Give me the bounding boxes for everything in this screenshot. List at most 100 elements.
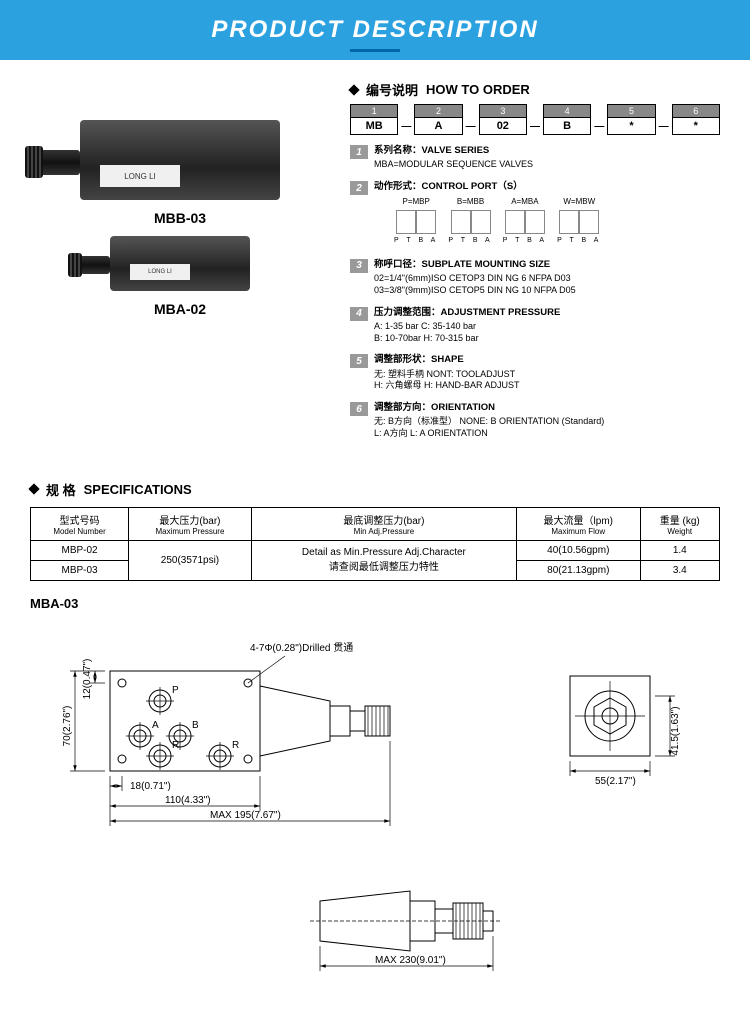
cell-wt: 3.4 (640, 560, 719, 580)
code-box: 1MB (350, 104, 398, 135)
order-items-list: 1 系列名称：VALVE SERIESMBA=MODULAR SEQUENCE … (350, 145, 720, 440)
specs-th: 最大流量（lpm)Maximum Flow (517, 507, 641, 540)
code-box: 4B (543, 104, 591, 135)
order-item-text: 称呼口径：SUBPLATE MOUNTING SIZE 02=1/4"(6mm)I… (374, 259, 720, 297)
valve-brand-label: LONG LI (130, 264, 190, 280)
cell-flow: 40(10.56gpm) (517, 540, 641, 560)
order-item-num: 2 (350, 181, 368, 195)
port-box-icon (559, 210, 599, 234)
code-val: * (673, 118, 719, 134)
product-images: LONG LI MBB-03 LONG LI MBA-02 (30, 80, 330, 450)
page-title: PRODUCT DESCRIPTION (211, 16, 538, 44)
code-box: 6* (672, 104, 720, 135)
code-num: 4 (544, 105, 590, 118)
port-diagrams: P=MBP P T B A B=MBB P T B A A=MBA P T B … (394, 197, 720, 244)
product-image-1: LONG LI MBB-03 (30, 120, 330, 226)
order-item: 2 动作形式：CONTROL PORT（S） P=MBP P T B A B=M… (350, 181, 720, 249)
product-image-2: LONG LI MBA-02 (30, 236, 330, 317)
code-num: 1 (351, 105, 397, 118)
howto-header: 编号说明 HOW TO ORDER (350, 80, 720, 99)
specs-th: 重量 (kg)Weight (640, 507, 719, 540)
code-val: * (608, 118, 654, 134)
howto-title-cn: 编号说明 (366, 80, 418, 99)
port-top-label: P=MBP (394, 197, 438, 207)
order-item: 6 调整部方向：ORIENTATION 无: B方向（标准型） NONE: B O… (350, 402, 720, 440)
svg-text:R: R (232, 740, 239, 751)
code-dash: — (591, 121, 607, 135)
svg-text:70(2.76"): 70(2.76") (62, 705, 73, 746)
drawing-svg: PABRR4-7Φ(0.28")Drilled 贯通70(2.76")12(0.… (30, 621, 720, 981)
svg-text:18(0.71"): 18(0.71") (130, 781, 171, 792)
order-item-title: 系列名称：VALVE SERIES (374, 145, 720, 157)
header-banner: PRODUCT DESCRIPTION (0, 0, 750, 60)
order-item-num: 6 (350, 402, 368, 416)
code-box: 5* (607, 104, 655, 135)
port-bottom-labels: P T B A (557, 236, 601, 245)
order-item-title: 调整部方向：ORIENTATION (374, 402, 720, 414)
diamond-icon (28, 484, 39, 495)
top-section: LONG LI MBB-03 LONG LI MBA-02 编号说明 HOW T… (30, 80, 720, 450)
product-caption-2: MBA-02 (30, 301, 330, 317)
order-item-text: 动作形式：CONTROL PORT（S） P=MBP P T B A B=MBB… (374, 181, 720, 249)
cell-flow: 80(21.13gpm) (517, 560, 641, 580)
code-dash: — (656, 121, 672, 135)
specs-row: MBP-02 250(3571psi) Detail as Min.Pressu… (31, 540, 720, 560)
svg-text:A: A (152, 720, 159, 731)
code-box-row: 1MB—2A—302—4B—5*—6* (350, 104, 720, 135)
order-item-body: 无: 塑料手柄 NONT: TOOLADJUST H: 六角螺母 H: HAND… (374, 369, 720, 392)
svg-text:B: B (192, 720, 199, 731)
valve-illustration-2: LONG LI (110, 236, 250, 291)
port-top-label: A=MBA (503, 197, 547, 207)
port-bottom-labels: P T B A (503, 236, 547, 245)
cell-maxp: 250(3571psi) (129, 540, 252, 580)
code-num: 5 (608, 105, 654, 118)
how-to-order-section: 编号说明 HOW TO ORDER 1MB—2A—302—4B—5*—6* 1 … (350, 80, 720, 450)
specs-th: 型式号码Model Number (31, 507, 129, 540)
svg-text:110(4.33"): 110(4.33") (165, 795, 211, 806)
code-val: A (415, 118, 461, 134)
svg-text:R: R (172, 740, 179, 751)
cell-model: MBP-02 (31, 540, 129, 560)
cell-wt: 1.4 (640, 540, 719, 560)
code-num: 3 (480, 105, 526, 118)
specs-header-row: 型式号码Model Number最大压力(bar)Maximum Pressur… (31, 507, 720, 540)
order-item-body: 02=1/4"(6mm)ISO CETOP3 DIN NG 6 NFPA D03… (374, 273, 720, 296)
svg-text:41.5(1.63"): 41.5(1.63") (670, 706, 681, 755)
order-item: 3 称呼口径：SUBPLATE MOUNTING SIZE02=1/4"(6mm… (350, 259, 720, 297)
code-val: 02 (480, 118, 526, 134)
port-diagram: P=MBP P T B A (394, 197, 438, 244)
order-item-body: MBA=MODULAR SEQUENCE VALVES (374, 159, 720, 171)
code-num: 2 (415, 105, 461, 118)
svg-text:55(2.17"): 55(2.17") (595, 776, 636, 787)
order-item-title: 调整部形状：SHAPE (374, 354, 720, 366)
port-box-icon (396, 210, 436, 234)
cell-minp: Detail as Min.Pressure Adj.Character 请查阅… (251, 540, 516, 580)
valve-illustration-1: LONG LI (80, 120, 280, 200)
code-box: 2A (414, 104, 462, 135)
order-item: 4 压力调整范围：ADJUSTMENT PRESSUREA: 1-35 bar … (350, 307, 720, 345)
specs-body: MBP-02 250(3571psi) Detail as Min.Pressu… (31, 540, 720, 580)
drawing-label: MBA-03 (30, 596, 720, 611)
port-box-icon (505, 210, 545, 234)
code-dash: — (527, 121, 543, 135)
specs-table: 型式号码Model Number最大压力(bar)Maximum Pressur… (30, 507, 720, 581)
order-item-title: 称呼口径：SUBPLATE MOUNTING SIZE (374, 259, 720, 271)
cell-model: MBP-03 (31, 560, 129, 580)
content-area: LONG LI MBB-03 LONG LI MBA-02 编号说明 HOW T… (0, 60, 750, 1001)
specs-th: 最底调整压力(bar)Min Adj.Pressure (251, 507, 516, 540)
order-item: 1 系列名称：VALVE SERIESMBA=MODULAR SEQUENCE … (350, 145, 720, 171)
order-item-num: 5 (350, 354, 368, 368)
svg-text:12(0.47"): 12(0.47") (82, 658, 93, 699)
order-item-body: 无: B方向（标准型） NONE: B ORIENTATION (Standar… (374, 416, 720, 439)
order-item-title: 压力调整范围：ADJUSTMENT PRESSURE (374, 307, 720, 319)
howto-title-en: HOW TO ORDER (426, 82, 530, 97)
order-item-title: 动作形式：CONTROL PORT（S） (374, 181, 720, 193)
port-top-label: B=MBB (448, 197, 492, 207)
code-val: MB (351, 118, 397, 134)
title-underline (350, 49, 400, 52)
order-item-text: 压力调整范围：ADJUSTMENT PRESSUREA: 1-35 bar C:… (374, 307, 720, 345)
svg-text:MAX 230(9.01"): MAX 230(9.01") (375, 955, 446, 966)
specs-header: 规 格 SPECIFICATIONS (30, 480, 720, 499)
port-bottom-labels: P T B A (394, 236, 438, 245)
port-box-icon (451, 210, 491, 234)
